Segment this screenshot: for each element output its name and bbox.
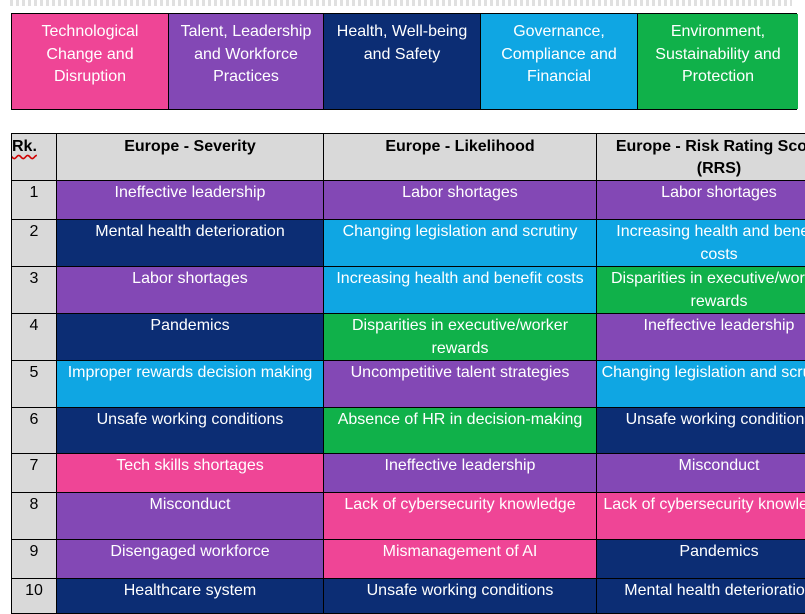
- rrs-cell: Ineffective leadership: [597, 314, 805, 361]
- severity-cell: Ineffective leadership: [57, 181, 324, 220]
- rank-cell: 5: [12, 361, 57, 408]
- severity-cell: Unsafe working conditions: [57, 408, 324, 454]
- rank-cell: 4: [12, 314, 57, 361]
- header-likelihood: Europe - Likelihood: [324, 134, 597, 181]
- legend-env: Environment, Sustainability and Protecti…: [638, 14, 798, 109]
- rrs-cell: Disparities in executive/worker rewards: [597, 267, 805, 314]
- rrs-cell: Increasing health and benefit costs: [597, 220, 805, 267]
- rank-cell: 8: [12, 493, 57, 540]
- header-rrs: Europe - Risk Rating Score (RRS): [597, 134, 805, 181]
- likelihood-cell: Unsafe working conditions: [324, 579, 597, 614]
- table-header-row: Rk. Europe - Severity Europe - Likelihoo…: [12, 134, 805, 181]
- rank-cell: 9: [12, 540, 57, 579]
- severity-cell: Disengaged workforce: [57, 540, 324, 579]
- rrs-cell: Pandemics: [597, 540, 805, 579]
- rank-cell: 1: [12, 181, 57, 220]
- legend-talent: Talent, Leadership and Workforce Practic…: [169, 14, 324, 109]
- rrs-cell: Changing legislation and scrutiny: [597, 361, 805, 408]
- rank-cell: 3: [12, 267, 57, 314]
- likelihood-cell: Labor shortages: [324, 181, 597, 220]
- likelihood-cell: Disparities in executive/worker rewards: [324, 314, 597, 361]
- category-legend: Technological Change and Disruption Tale…: [11, 13, 797, 110]
- header-rank: Rk.: [12, 134, 57, 181]
- rrs-cell: Unsafe working conditions: [597, 408, 805, 454]
- header-severity: Europe - Severity: [57, 134, 324, 181]
- legend-tech-label: Technological Change and Disruption: [12, 21, 168, 89]
- legend-tech: Technological Change and Disruption: [12, 14, 169, 109]
- likelihood-cell: Absence of HR in decision-making: [324, 408, 597, 454]
- legend-env-label: Environment, Sustainability and Protecti…: [638, 21, 798, 89]
- likelihood-cell: Ineffective leadership: [324, 454, 597, 493]
- rrs-cell: Labor shortages: [597, 181, 805, 220]
- likelihood-cell: Lack of cybersecurity knowledge: [324, 493, 597, 540]
- likelihood-cell: Uncompetitive talent strategies: [324, 361, 597, 408]
- likelihood-cell: Increasing health and benefit costs: [324, 267, 597, 314]
- rrs-cell: Mental health deterioration: [597, 579, 805, 614]
- legend-health-label: Health, Well-being and Safety: [324, 21, 480, 66]
- legend-gov-label: Governance, Compliance and Financial: [481, 21, 637, 89]
- rank-cell: 6: [12, 408, 57, 454]
- rrs-cell: Misconduct: [597, 454, 805, 493]
- severity-cell: Mental health deterioration: [57, 220, 324, 267]
- risk-ranking-table: Rk. Europe - Severity Europe - Likelihoo…: [11, 133, 805, 614]
- legend-health: Health, Well-being and Safety: [324, 14, 481, 109]
- severity-cell: Misconduct: [57, 493, 324, 540]
- likelihood-cell: Changing legislation and scrutiny: [324, 220, 597, 267]
- severity-cell: Tech skills shortages: [57, 454, 324, 493]
- rank-cell: 7: [12, 454, 57, 493]
- severity-cell: Improper rewards decision making: [57, 361, 324, 408]
- legend-gov: Governance, Compliance and Financial: [481, 14, 638, 109]
- rank-cell: 10: [12, 579, 57, 614]
- severity-cell: Healthcare system: [57, 579, 324, 614]
- cropped-heading-remnant: [10, 0, 792, 6]
- rrs-cell: Lack of cybersecurity knowledge: [597, 493, 805, 540]
- severity-cell: Pandemics: [57, 314, 324, 361]
- rank-cell: 2: [12, 220, 57, 267]
- legend-talent-label: Talent, Leadership and Workforce Practic…: [169, 21, 323, 89]
- severity-cell: Labor shortages: [57, 267, 324, 314]
- likelihood-cell: Mismanagement of AI: [324, 540, 597, 579]
